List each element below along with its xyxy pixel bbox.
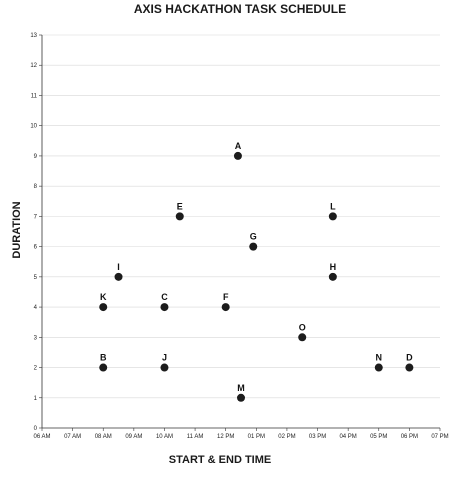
x-tick-label: 02 PM xyxy=(278,434,295,440)
x-tick-label: 05 PM xyxy=(370,434,387,440)
data-label-f: F xyxy=(223,292,229,302)
data-point-n xyxy=(374,363,383,372)
data-point-i xyxy=(114,272,123,281)
x-tick-label: 10 AM xyxy=(156,434,173,440)
data-point-l xyxy=(328,212,337,221)
x-tick-label: 08 AM xyxy=(95,434,112,440)
data-label-l: L xyxy=(330,201,336,211)
data-point-m xyxy=(237,393,245,402)
data-point-c xyxy=(160,303,169,312)
data-label-b: B xyxy=(100,353,107,363)
x-tick-label: 06 AM xyxy=(33,434,50,440)
data-point-d xyxy=(405,363,414,372)
data-point-g xyxy=(249,242,258,251)
data-point-f xyxy=(221,303,230,312)
x-tick-label: 06 PM xyxy=(401,434,418,440)
y-tick-label: 7 xyxy=(34,214,38,220)
data-label-d: D xyxy=(406,353,413,363)
x-tick-label: 03 PM xyxy=(309,434,326,440)
x-tick-label: 01 PM xyxy=(248,434,265,440)
y-tick-label: 11 xyxy=(31,93,38,99)
data-point-h xyxy=(328,272,337,281)
data-label-h: H xyxy=(330,262,337,272)
data-point-a xyxy=(233,151,242,160)
data-label-m: M xyxy=(237,383,245,393)
y-tick-label: 2 xyxy=(34,366,38,372)
x-tick-label: 09 AM xyxy=(125,434,142,440)
y-tick-label: 5 xyxy=(34,275,38,281)
data-label-g: G xyxy=(250,232,257,242)
y-tick-label: 3 xyxy=(34,335,38,341)
y-tick-label: 6 xyxy=(34,245,38,251)
y-tick-label: 10 xyxy=(30,124,37,130)
x-tick-label: 04 PM xyxy=(339,434,356,440)
x-tick-labels: 06 AM 07 AM 08 AM 09 AM 10 AM 11 AM 12 PM 01 PM… xyxy=(33,434,448,440)
data-point-j xyxy=(160,363,169,372)
x-tick-label: 12 PM xyxy=(217,434,234,440)
chart-title: AXIS HACKATHON TASK SCHEDULE xyxy=(134,2,346,16)
x-tick-label: 07 AM xyxy=(64,434,81,440)
y-tick-label: 0 xyxy=(34,426,38,432)
data-label-j: J xyxy=(162,353,167,363)
axes xyxy=(39,34,441,431)
y-tick-label: 9 xyxy=(34,154,38,160)
data-point-k xyxy=(99,303,108,312)
x-tick-label: 11 AM xyxy=(187,434,204,440)
y-tick-label: 8 xyxy=(34,184,38,190)
data-label-e: E xyxy=(177,201,183,211)
data-label-n: N xyxy=(376,353,383,363)
data-points: A B C D E F G H I J K L M N O xyxy=(99,141,414,402)
data-label-a: A xyxy=(235,141,242,151)
x-axis-label: START & END TIME xyxy=(169,454,271,466)
y-tick-label: 12 xyxy=(30,63,37,69)
x-tick-label: 07 PM xyxy=(431,434,448,440)
y-tick-label: 13 xyxy=(30,33,37,39)
y-axis-label: DURATION xyxy=(11,201,23,258)
data-label-o: O xyxy=(299,322,306,332)
data-label-i: I xyxy=(117,262,120,272)
y-tick-label: 1 xyxy=(34,396,38,402)
data-label-k: K xyxy=(100,292,107,302)
data-point-e xyxy=(175,212,184,221)
y-tick-label: 4 xyxy=(34,305,38,311)
data-point-b xyxy=(99,363,108,372)
data-label-c: C xyxy=(161,292,168,302)
data-point-o xyxy=(298,333,307,342)
gridlines xyxy=(42,34,440,399)
